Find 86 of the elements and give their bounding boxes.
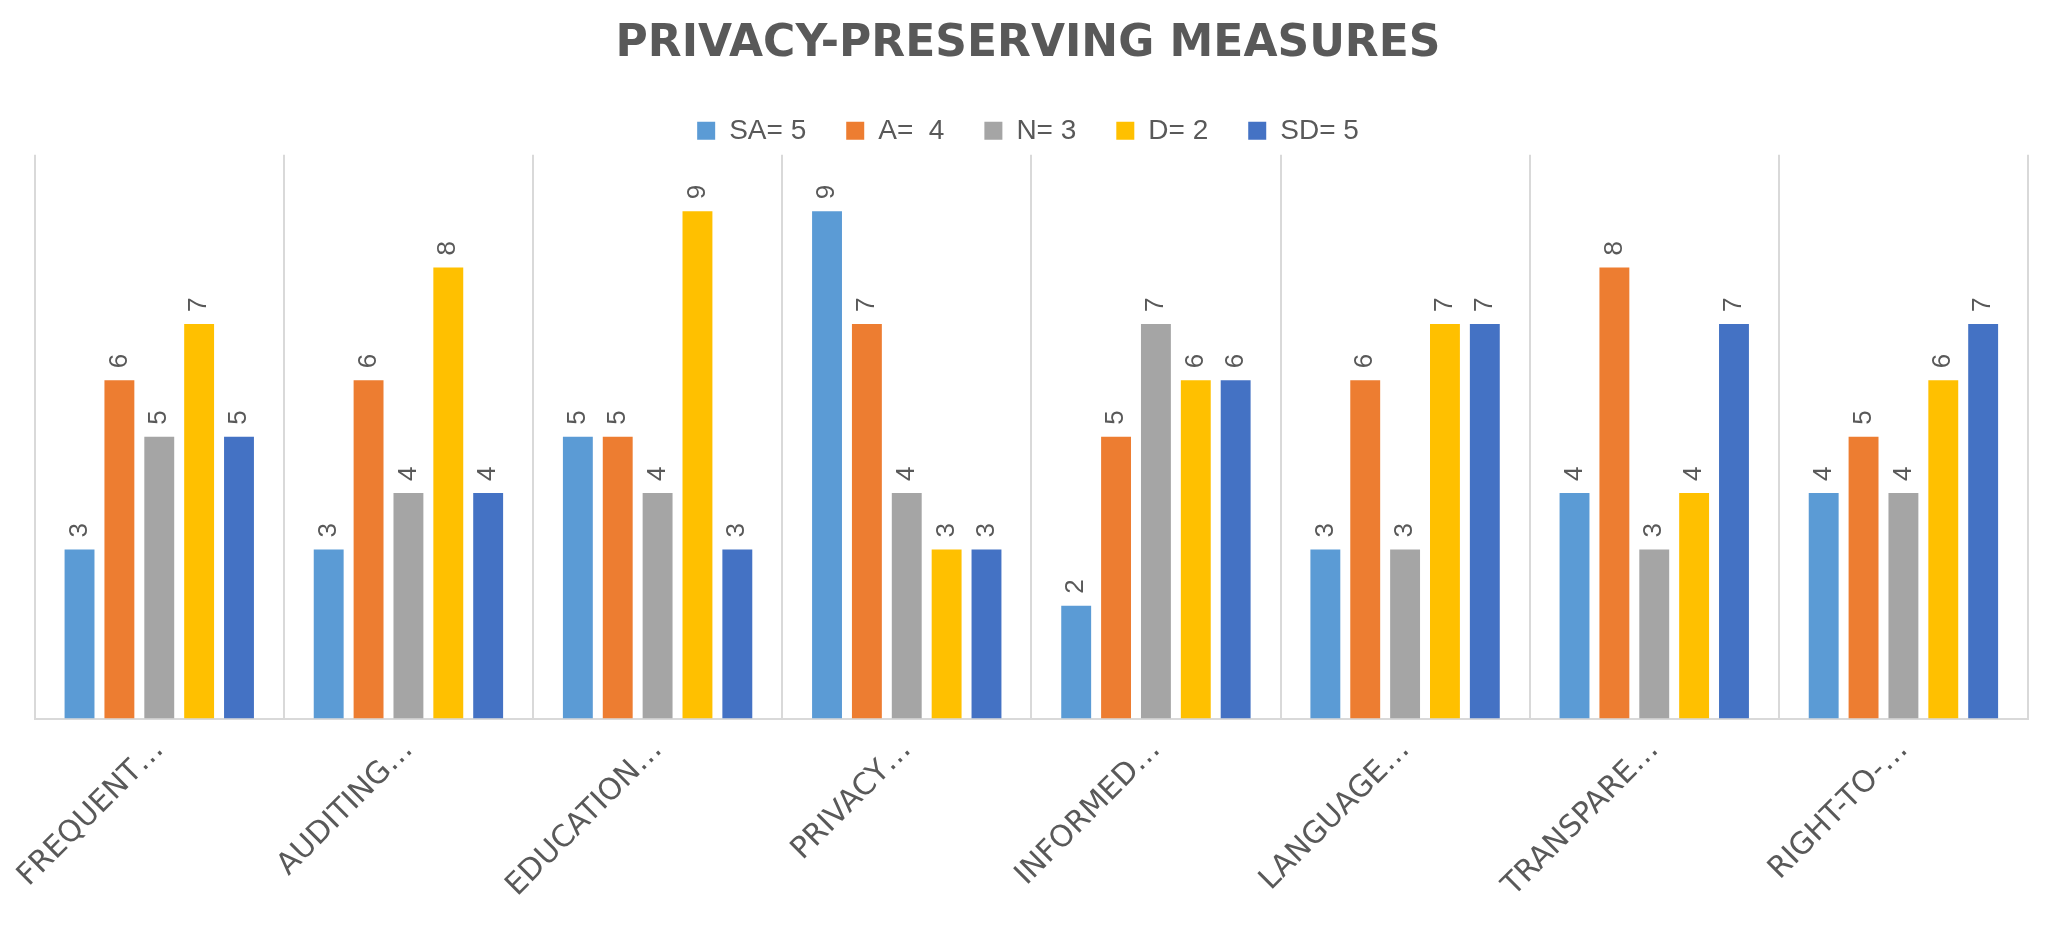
bar	[1140, 323, 1171, 719]
bar	[393, 493, 424, 719]
data-label: 9	[680, 184, 711, 200]
data-label: 5	[1099, 410, 1130, 425]
bar	[1430, 323, 1460, 719]
data-label: 5	[600, 410, 631, 425]
data-label: 8	[1597, 241, 1628, 256]
legend-label: A= 4	[878, 113, 945, 145]
bar	[144, 436, 175, 719]
data-label: 6	[102, 353, 133, 369]
data-label: 7	[1966, 297, 1997, 312]
data-label: 3	[720, 522, 751, 538]
bar	[1350, 380, 1381, 719]
data-label: 4	[391, 466, 422, 482]
bar	[473, 493, 504, 719]
bar	[224, 436, 254, 719]
bar	[353, 380, 384, 719]
data-label: 8	[431, 241, 462, 256]
data-label: 7	[1467, 297, 1498, 312]
data-label: 6	[1926, 353, 1957, 369]
data-label: 3	[929, 522, 960, 538]
data-label: 2	[1059, 579, 1090, 594]
bar	[562, 436, 593, 719]
bar	[1679, 493, 1710, 719]
data-label: 3	[311, 522, 342, 538]
data-label: 4	[1806, 466, 1837, 482]
data-label: 9	[810, 184, 841, 200]
bar	[1599, 267, 1630, 719]
data-label: 3	[1637, 522, 1668, 538]
bar	[812, 211, 842, 719]
data-label: 4	[471, 466, 502, 482]
data-label: 7	[182, 297, 213, 312]
data-label: 3	[62, 522, 93, 538]
bar	[184, 323, 215, 719]
data-label: 7	[1428, 297, 1459, 312]
bar	[1888, 493, 1919, 719]
bar	[1390, 549, 1421, 719]
data-label: 5	[1846, 410, 1877, 425]
data-label: 4	[1557, 466, 1588, 482]
data-label: 3	[1308, 522, 1339, 538]
data-label: 7	[1717, 297, 1748, 312]
bar	[1061, 605, 1092, 719]
bar	[1180, 380, 1211, 719]
bar	[1639, 549, 1670, 719]
bar	[433, 267, 464, 719]
data-label: 6	[1218, 353, 1249, 369]
bar	[642, 493, 673, 719]
data-label: 3	[1388, 522, 1419, 538]
bar	[1310, 549, 1341, 719]
bar	[313, 549, 344, 719]
data-label: 6	[1348, 353, 1379, 369]
bar	[1559, 493, 1590, 719]
bar	[891, 493, 922, 719]
bar	[971, 549, 1002, 719]
data-label: 4	[640, 466, 671, 482]
chart-title: PRIVACY-PRESERVING MEASURES	[615, 14, 1441, 66]
bar	[1220, 380, 1251, 719]
data-label: 3	[969, 522, 1000, 538]
bar	[1469, 323, 1500, 719]
data-label: 7	[1139, 297, 1170, 312]
legend-label: D= 2	[1148, 113, 1209, 145]
data-label: 4	[1886, 466, 1917, 482]
legend-label: SD= 5	[1280, 113, 1359, 145]
bar	[1928, 380, 1959, 719]
bar	[1808, 493, 1839, 719]
data-label: 4	[1677, 466, 1708, 482]
bar	[1101, 436, 1132, 719]
bar	[851, 323, 882, 719]
legend-label: SA= 5	[729, 113, 807, 145]
bar	[64, 549, 95, 719]
bar	[602, 436, 633, 719]
data-label: 6	[351, 353, 382, 369]
bar	[1719, 323, 1749, 719]
bar	[722, 549, 753, 719]
bar	[1968, 323, 1999, 719]
bar	[104, 380, 135, 719]
data-label: 5	[561, 410, 592, 425]
data-label: 4	[889, 466, 920, 482]
data-label: 7	[850, 297, 881, 312]
bar	[1848, 436, 1879, 719]
legend-label: N= 3	[1016, 113, 1077, 145]
data-label: 6	[1178, 353, 1209, 369]
bar	[931, 549, 962, 719]
bar	[682, 211, 713, 719]
data-label: 5	[142, 410, 173, 425]
data-label: 5	[222, 410, 253, 425]
